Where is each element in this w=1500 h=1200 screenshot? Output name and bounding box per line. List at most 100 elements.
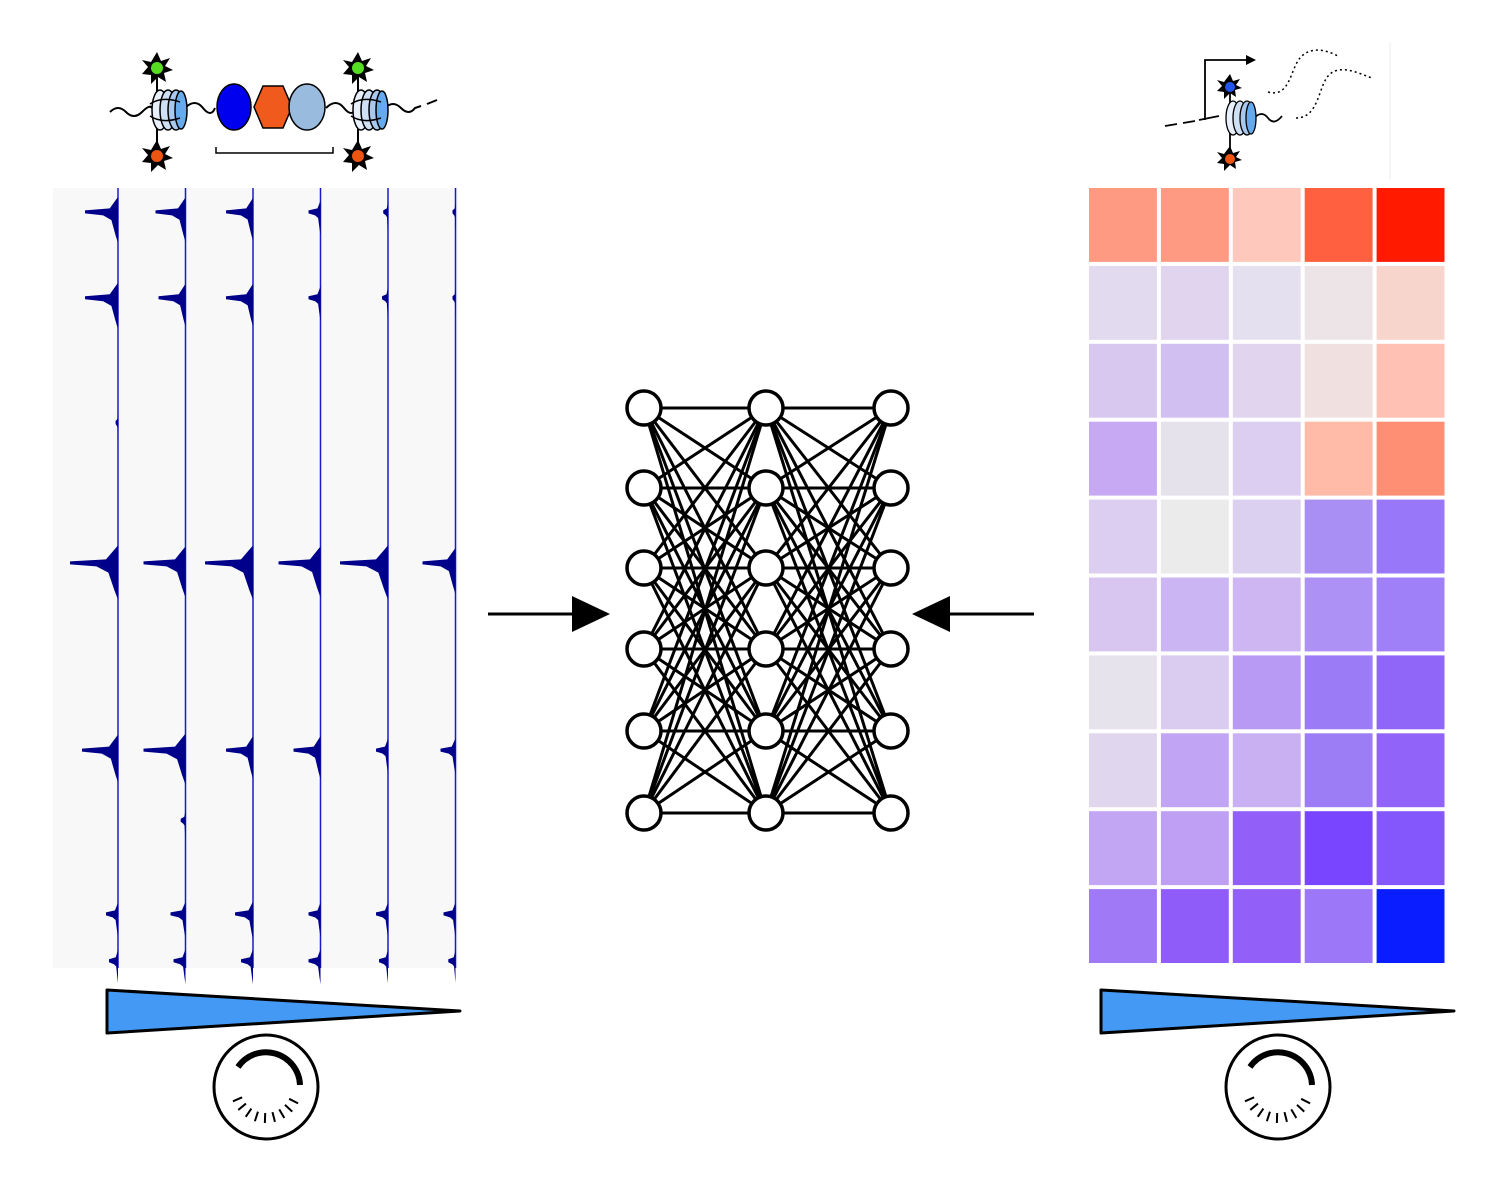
heatmap-cell xyxy=(1376,733,1445,808)
network-edge xyxy=(764,487,893,814)
signal-peak xyxy=(158,283,186,327)
heatmap-cell xyxy=(1089,421,1157,496)
heatmap-cell xyxy=(1160,421,1229,496)
arrow-right-to-network xyxy=(912,596,1034,632)
signal-track xyxy=(205,188,254,985)
dial-tick xyxy=(232,1096,243,1103)
heatmap-cell xyxy=(1376,265,1445,340)
heatmap-cell xyxy=(1304,577,1373,652)
signal-peak xyxy=(226,736,253,780)
heatmap-cell xyxy=(1089,499,1157,574)
dial-tick xyxy=(1283,1111,1288,1123)
heatmap-cell xyxy=(1304,188,1373,262)
heatmap-cell xyxy=(1376,188,1445,262)
heatmap-cell xyxy=(1160,655,1229,730)
network-edge xyxy=(642,487,768,814)
dial-tick xyxy=(1300,1097,1311,1105)
heatmap-cell xyxy=(1304,499,1373,574)
signal-track xyxy=(70,188,119,984)
signal-peak xyxy=(382,287,388,320)
signal-track xyxy=(340,188,389,984)
network-node xyxy=(747,549,785,587)
heatmap-cell xyxy=(1376,577,1445,652)
heatmap-cell xyxy=(1232,733,1301,808)
heatmap-cell xyxy=(1160,733,1229,808)
heatmap-cell xyxy=(1089,811,1157,886)
signal-peak xyxy=(443,902,456,938)
dial-tick xyxy=(284,1104,293,1113)
heatmap-cell xyxy=(1304,421,1373,496)
dial-tick xyxy=(253,1111,259,1122)
dial-tick xyxy=(278,1108,286,1119)
signal-peak xyxy=(308,949,321,985)
dial-tick xyxy=(1296,1104,1305,1113)
heatmap-cell xyxy=(1089,577,1157,652)
signal-peak xyxy=(180,810,186,842)
network-node xyxy=(872,630,910,668)
network-node xyxy=(625,469,663,507)
orange-protein-icon xyxy=(253,85,293,129)
network-node xyxy=(872,389,910,427)
signal-peak xyxy=(376,738,388,774)
region-bracket xyxy=(215,147,334,154)
signal-peak xyxy=(226,283,253,327)
heatmap-cell xyxy=(1304,655,1373,730)
dial-tick xyxy=(244,1107,253,1118)
network-edge xyxy=(642,648,768,814)
heatmap-cell xyxy=(1160,188,1229,262)
network-node xyxy=(747,712,785,750)
heatmap-cell xyxy=(1089,343,1157,418)
signal-peak xyxy=(448,950,456,983)
heatmap-cell xyxy=(1232,577,1301,652)
heatmap-cell xyxy=(1089,733,1157,808)
nucleosome-protein-complex-icon xyxy=(109,52,438,172)
network-node xyxy=(872,469,910,507)
network-node xyxy=(747,794,785,832)
heatmap-cell xyxy=(1376,655,1445,730)
signal-peak xyxy=(308,200,321,236)
heatmap-cell xyxy=(1089,655,1157,730)
signal-peak xyxy=(452,201,456,233)
signal-track xyxy=(143,188,187,985)
dark-blue-protein-icon xyxy=(216,83,252,131)
network-edge xyxy=(764,648,893,814)
signal-peak xyxy=(155,197,186,243)
heatmap-cell xyxy=(1160,889,1229,963)
network-edge xyxy=(642,407,768,732)
heatmap-cell xyxy=(1232,655,1301,730)
network-edge xyxy=(642,407,768,569)
signal-peak xyxy=(143,546,186,598)
signal-peak xyxy=(170,901,186,939)
heatmap-cell xyxy=(1160,577,1229,652)
signal-peak xyxy=(440,738,456,775)
heatmap-cell xyxy=(1089,265,1157,340)
heatmap-cell xyxy=(1232,343,1301,418)
dial-tick xyxy=(1290,1108,1298,1119)
signal-tracks xyxy=(53,188,458,985)
network-node xyxy=(625,794,663,832)
network-node xyxy=(747,389,785,427)
signal-peak xyxy=(143,733,186,785)
signal-peak xyxy=(85,196,118,244)
network-node xyxy=(625,630,663,668)
dial-tick xyxy=(237,1102,247,1111)
heatmap-cell xyxy=(1160,343,1229,418)
light-blue-protein-icon xyxy=(288,83,326,131)
network-edge xyxy=(765,406,892,490)
network-edge xyxy=(642,407,768,814)
dial-tick xyxy=(1244,1096,1255,1103)
neural-network-icon xyxy=(625,389,910,832)
heatmap-cell xyxy=(1232,889,1301,963)
signal-peak xyxy=(241,949,253,985)
nucleosome-transcription-icon xyxy=(1164,42,1391,180)
dial-tick xyxy=(288,1097,299,1105)
dial-tick xyxy=(271,1111,276,1123)
heatmap-cell xyxy=(1160,265,1229,340)
gradient-wedge-icon xyxy=(1099,988,1456,1035)
heatmap-cell xyxy=(1232,421,1301,496)
network-edge xyxy=(642,407,768,650)
network-edge xyxy=(764,407,893,569)
heatmap-cell xyxy=(1232,499,1301,574)
heatmap-cell xyxy=(1376,343,1445,418)
signal-peak xyxy=(308,286,321,322)
